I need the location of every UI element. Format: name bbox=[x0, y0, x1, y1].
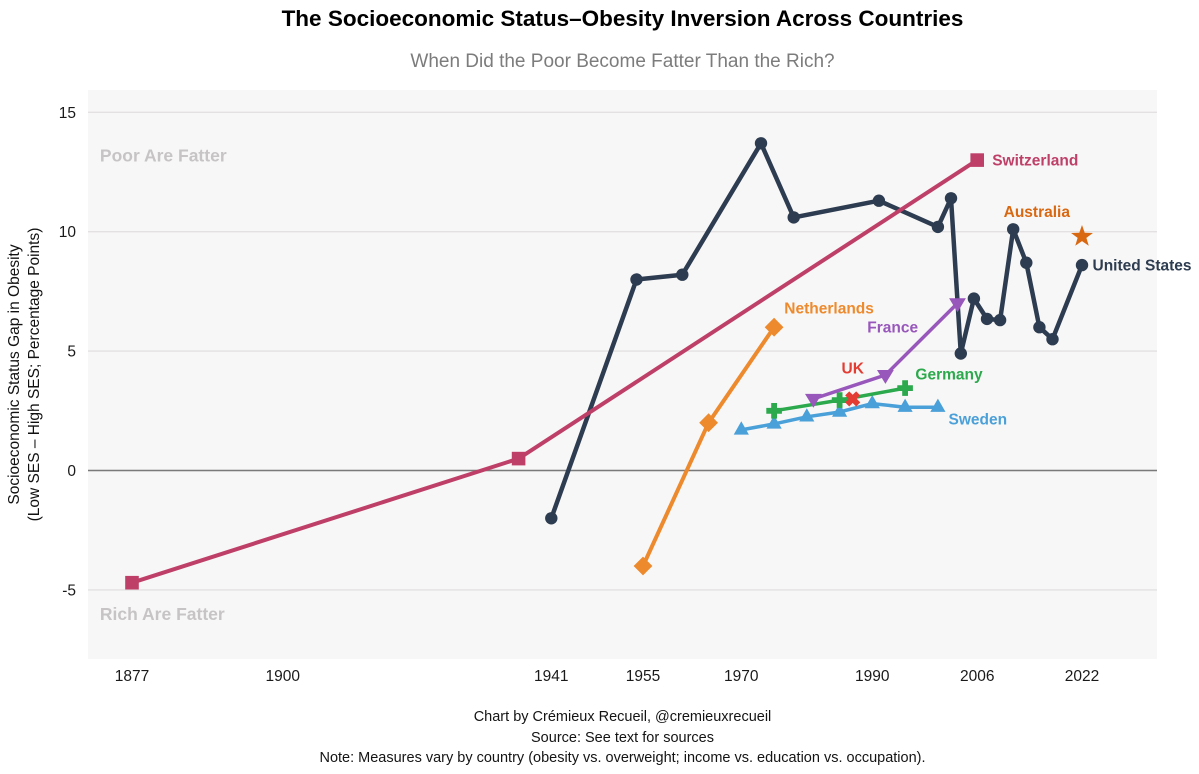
marker-australia bbox=[1071, 225, 1093, 246]
marker-united-states bbox=[545, 512, 558, 525]
marker-netherlands bbox=[699, 413, 718, 433]
annotation-poor-are-fatter: Poor Are Fatter bbox=[100, 145, 227, 165]
series-australia: Australia bbox=[1004, 204, 1093, 246]
marker-sweden bbox=[832, 403, 848, 417]
credit-line: Chart by Crémieux Recueil, @cremieuxrecu… bbox=[473, 709, 772, 725]
marker-united-states bbox=[944, 192, 958, 205]
annotations-layer: Poor Are Fatter Rich Are Fatter bbox=[100, 145, 227, 624]
note-line: Note: Measures vary by country (obesity … bbox=[319, 750, 926, 766]
x-tick-label: 1970 bbox=[724, 668, 759, 685]
plot-bg-rect bbox=[88, 90, 1157, 659]
marker-switzerland bbox=[125, 575, 139, 590]
marker-united-states bbox=[980, 312, 994, 326]
chart-title: The Socioeconomic Status–Obesity Inversi… bbox=[281, 6, 964, 31]
marker-netherlands bbox=[764, 317, 784, 337]
marker-united-states bbox=[872, 194, 886, 207]
marker-united-states bbox=[676, 268, 689, 281]
y-axis-title-line2: (Low SES – High SES; Percentage Points) bbox=[26, 228, 43, 522]
axes-layer: 1877 1900 1941 1955 1970 1990 2006 2022 15 10 5 0 -5… bbox=[6, 105, 1099, 685]
chart-subtitle: When Did the Poor Become Fatter Than the… bbox=[410, 51, 835, 72]
marker-netherlands bbox=[633, 556, 653, 576]
gridlines bbox=[88, 111, 1157, 591]
marker-united-states bbox=[1033, 321, 1046, 334]
marker-united-states bbox=[630, 273, 643, 286]
marker-united-states bbox=[754, 137, 768, 150]
marker-united-states bbox=[1020, 256, 1033, 269]
marker-united-states bbox=[967, 292, 981, 305]
y-tick-label: 5 bbox=[67, 344, 76, 361]
marker-united-states bbox=[1046, 333, 1059, 346]
series-switzerland: Switzerland bbox=[125, 153, 1078, 590]
chart-footer: Chart by Crémieux Recueil, @cremieuxrecu… bbox=[46, 707, 1199, 769]
x-tick-label: 2022 bbox=[1065, 668, 1099, 685]
series-label-switzerland: Switzerland bbox=[992, 153, 1078, 170]
marker-sweden bbox=[799, 408, 815, 422]
marker-united-states bbox=[993, 313, 1007, 327]
marker-sweden bbox=[733, 421, 749, 435]
x-tick-label: 1955 bbox=[626, 668, 660, 685]
series-label-germany: Germany bbox=[915, 366, 983, 383]
source-line: Source: See text for sources bbox=[531, 729, 714, 746]
marker-sweden bbox=[766, 415, 782, 429]
y-axis-title-line1: Socioeconomic Status Gap in Obesity bbox=[6, 244, 23, 504]
series-united-states: United States bbox=[545, 137, 1192, 525]
marker-uk bbox=[845, 391, 861, 407]
series-layer: United States Sweden Germany UK France Nether… bbox=[125, 137, 1192, 590]
y-tick-label: 15 bbox=[59, 105, 76, 122]
y-tick-label: -5 bbox=[62, 582, 76, 599]
marker-switzerland bbox=[511, 451, 526, 466]
marker-france bbox=[805, 393, 822, 408]
x-tick-label: 1900 bbox=[265, 668, 300, 685]
series-label-sweden: Sweden bbox=[949, 412, 1008, 429]
marker-united-states bbox=[787, 211, 800, 224]
marker-united-states bbox=[1007, 223, 1020, 236]
series-label-united-states: United States bbox=[1093, 258, 1192, 275]
x-tick-label: 1941 bbox=[534, 668, 568, 685]
series-uk: UK bbox=[842, 360, 865, 407]
marker-sweden bbox=[930, 398, 946, 412]
marker-switzerland bbox=[970, 153, 984, 167]
x-tick-label: 1990 bbox=[855, 668, 890, 685]
marker-france bbox=[877, 370, 894, 384]
plot-background bbox=[88, 90, 1157, 659]
series-label-uk: UK bbox=[842, 360, 865, 377]
marker-germany bbox=[897, 380, 913, 396]
marker-germany bbox=[766, 403, 782, 419]
series-germany: Germany bbox=[766, 366, 983, 419]
y-tick-label: 10 bbox=[59, 224, 77, 241]
series-label-netherlands: Netherlands bbox=[784, 301, 874, 318]
series-netherlands: Netherlands bbox=[633, 301, 874, 576]
series-france: France bbox=[805, 298, 966, 408]
marker-france bbox=[949, 298, 966, 313]
marker-germany bbox=[831, 392, 848, 408]
x-tick-label: 2006 bbox=[960, 668, 994, 685]
series-sweden: Sweden bbox=[733, 395, 1008, 435]
marker-sweden bbox=[864, 395, 880, 409]
marker-united-states bbox=[954, 347, 967, 360]
series-label-australia: Australia bbox=[1004, 204, 1071, 221]
marker-united-states bbox=[931, 220, 945, 234]
series-label-france: France bbox=[867, 320, 918, 337]
annotation-rich-are-fatter: Rich Are Fatter bbox=[100, 604, 225, 624]
marker-sweden bbox=[897, 398, 913, 412]
x-tick-label: 1877 bbox=[115, 668, 149, 685]
y-tick-label: 0 bbox=[67, 463, 76, 480]
marker-united-states bbox=[1075, 258, 1089, 272]
